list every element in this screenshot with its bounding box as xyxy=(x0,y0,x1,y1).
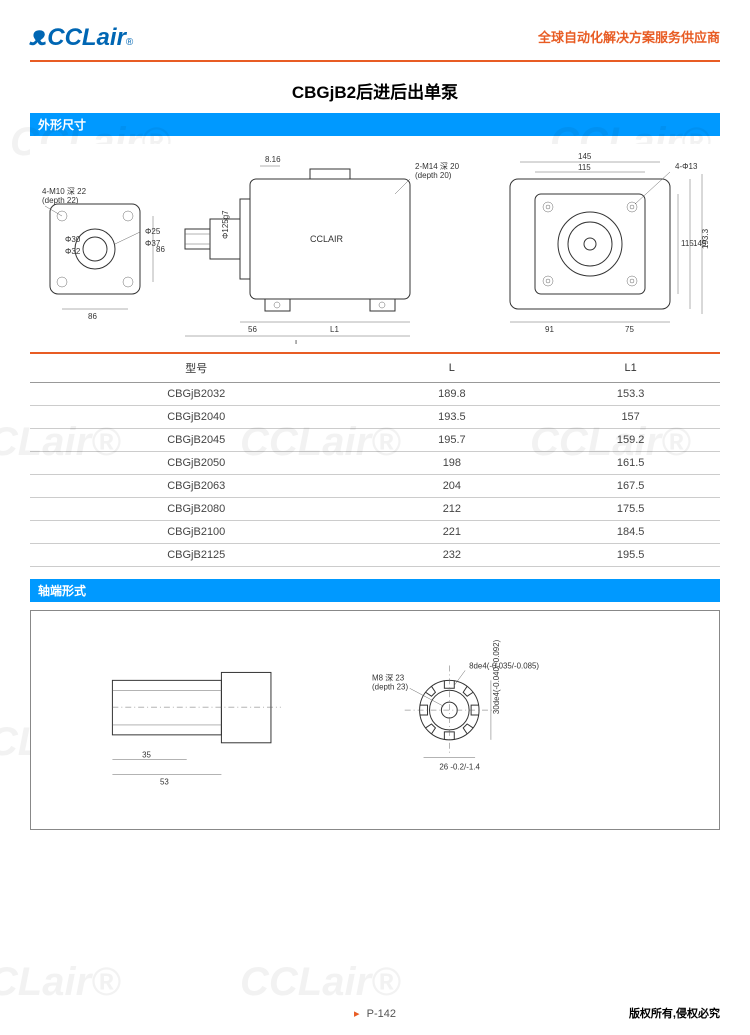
brand-mark: CCLAIR xyxy=(310,234,344,244)
dim-label: 86 xyxy=(88,312,97,321)
table-cell: 175.5 xyxy=(541,498,720,521)
logo-text: CCLair xyxy=(47,24,126,52)
dim-label: 8de4(-0.035/-0.085) xyxy=(469,661,539,670)
table-row: CBGjB2125232195.5 xyxy=(30,544,720,567)
table-cell: CBGjB2100 xyxy=(30,521,363,544)
col-L1: L1 xyxy=(541,353,720,383)
table-row: CBGjB2063204167.5 xyxy=(30,475,720,498)
table-cell: CBGjB2040 xyxy=(30,406,363,429)
table-cell: 232 xyxy=(363,544,542,567)
header-rule xyxy=(30,60,720,62)
dim-label: 193.3 xyxy=(701,228,710,249)
dim-label: 35 xyxy=(142,751,151,760)
dim-label: (depth 23) xyxy=(372,682,408,691)
dimension-drawing: 4-M10 深 22 (depth 22) Φ30 Φ32 Φ25 Φ37 86… xyxy=(30,144,720,344)
dim-label: (depth 22) xyxy=(42,196,79,205)
table-cell: 159.2 xyxy=(541,429,720,452)
col-model: 型号 xyxy=(30,353,363,383)
table-cell: CBGjB2080 xyxy=(30,498,363,521)
table-cell: CBGjB2045 xyxy=(30,429,363,452)
table-cell: 221 xyxy=(363,521,542,544)
table-cell: CBGjB2063 xyxy=(30,475,363,498)
page-marker-icon: ▸ xyxy=(354,1008,360,1020)
table-row: CBGjB2045195.7159.2 xyxy=(30,429,720,452)
page-number-text: P-142 xyxy=(367,1008,396,1020)
dim-label: 2-M14 深 20 xyxy=(415,162,460,171)
shaft-drawing: 35 53 8de4(-0.035/-0.085) xyxy=(30,610,720,830)
table-cell: 184.5 xyxy=(541,521,720,544)
table-row: CBGjB2080212175.5 xyxy=(30,498,720,521)
dim-label: L1 xyxy=(330,325,339,334)
table-cell: 157 xyxy=(541,406,720,429)
table-cell: 212 xyxy=(363,498,542,521)
table-cell: CBGjB2032 xyxy=(30,383,363,406)
table-row: CBGjB2032189.8153.3 xyxy=(30,383,720,406)
watermark: CCLair® xyxy=(0,960,121,1005)
logo-reg-mark: ® xyxy=(126,37,133,48)
dim-label: 86 xyxy=(156,245,165,254)
table-header-row: 型号 L L1 xyxy=(30,353,720,383)
dim-label: (depth 20) xyxy=(415,171,452,180)
copyright-text: 版权所有,侵权必究 xyxy=(629,1005,720,1021)
dim-label: 4-M10 深 22 xyxy=(42,187,87,196)
table-cell: CBGjB2050 xyxy=(30,452,363,475)
table-cell: 189.8 xyxy=(363,383,542,406)
table-cell: 198 xyxy=(363,452,542,475)
table-cell: 161.5 xyxy=(541,452,720,475)
table-cell: 153.3 xyxy=(541,383,720,406)
dim-label: M8 深 23 xyxy=(372,673,405,682)
table-cell: 193.5 xyxy=(363,406,542,429)
dim-label: Φ30 xyxy=(65,235,81,244)
page-number: ▸ P-142 xyxy=(354,1007,396,1020)
table-cell: 167.5 xyxy=(541,475,720,498)
col-L: L xyxy=(363,353,542,383)
page-title: CBGjB2后进后出单泵 xyxy=(0,78,750,103)
page-footer: ▸ P-142 版权所有,侵权必究 xyxy=(0,1005,750,1021)
table-cell: CBGjB2125 xyxy=(30,544,363,567)
table-cell: 195.5 xyxy=(541,544,720,567)
section-dimensions: 外形尺寸 xyxy=(30,113,720,136)
table-row: CBGjB2100221184.5 xyxy=(30,521,720,544)
table-cell: 195.7 xyxy=(363,429,542,452)
logo: ᴥ CCLair ® xyxy=(30,20,133,52)
section-shaft: 轴端形式 xyxy=(30,579,720,602)
dim-label: 115 xyxy=(578,163,591,172)
table-row: CBGjB2050198161.5 xyxy=(30,452,720,475)
table-cell: 204 xyxy=(363,475,542,498)
dim-label: 53 xyxy=(160,777,169,786)
dim-label: Φ125g7 xyxy=(221,210,230,239)
page-header: ᴥ CCLair ® 全球自动化解决方案服务供应商 xyxy=(0,0,750,60)
dim-label: L xyxy=(295,339,300,344)
dim-label: 91 xyxy=(545,325,554,334)
dim-label: 4-Φ13 xyxy=(675,162,698,171)
dimension-table: 型号 L L1 CBGjB2032189.8153.3CBGjB2040193.… xyxy=(30,352,720,567)
dim-label: Φ32 xyxy=(65,247,81,256)
dim-label: 30de4(-0.040/-0.092) xyxy=(492,639,501,714)
dim-label: 145 xyxy=(578,152,592,161)
header-slogan: 全球自动化解决方案服务供应商 xyxy=(538,27,720,46)
dim-label: 56 xyxy=(248,325,257,334)
logo-icon: ᴥ xyxy=(30,20,45,52)
watermark: CCLair® xyxy=(240,960,401,1005)
dim-label: 75 xyxy=(625,325,634,334)
table-row: CBGjB2040193.5157 xyxy=(30,406,720,429)
dim-label: 8.16 xyxy=(265,155,281,164)
dim-label: 26 -0.2/-1.4 xyxy=(439,763,480,772)
